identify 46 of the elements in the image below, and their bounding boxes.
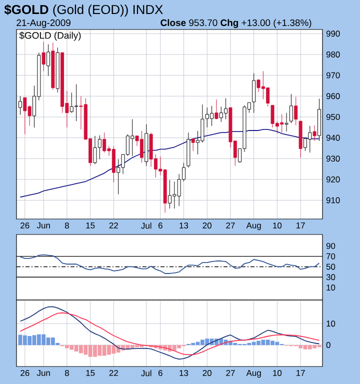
x-tick-label: 17: [296, 370, 305, 376]
y-tick-label: 960: [326, 93, 340, 100]
text: Close 953.70 Chg +13.00 (+1.38%): [160, 19, 312, 28]
x-tick-label: Jun: [36, 222, 50, 228]
x-tick-label: 22: [109, 370, 118, 376]
y-tick-label: 980: [326, 51, 340, 58]
y-tick-label: 910: [326, 197, 340, 204]
y-tick-label: 90: [326, 242, 336, 249]
x-tick-label: 26: [20, 222, 30, 228]
chart-title: $GOLD (Gold (EOD)) INDX: [4, 4, 163, 17]
y-tick-label: 940: [326, 134, 340, 141]
y-tick-label: 30: [326, 274, 336, 280]
x-tick-label: 20: [202, 370, 212, 376]
x-tick-label: Jul: [141, 222, 152, 229]
y-tick-label: 930: [326, 156, 340, 162]
y-tick-label: 920: [326, 176, 340, 182]
y-tick-label: 0: [326, 342, 330, 348]
y-tick-label: 950: [326, 114, 340, 120]
x-tick-label: 27: [226, 222, 235, 228]
x-tick-label: 22: [109, 222, 118, 228]
x-tick-label: 15: [86, 222, 95, 228]
x-tick-label: 15: [86, 370, 95, 376]
x-tick-label: 8: [64, 222, 69, 228]
x-tick-label: Jul: [141, 370, 152, 376]
annotation: $GOLD (Daily): [19, 32, 81, 41]
x-tick-label: 17: [296, 222, 305, 228]
y-tick-label: 10: [326, 320, 336, 327]
x-tick-label: 6: [158, 370, 162, 376]
y-tick-label: 10: [326, 284, 336, 291]
x-tick-label: 10: [273, 222, 282, 228]
x-tick-label: Jun: [36, 370, 50, 376]
x-tick-label: 6: [158, 222, 162, 228]
y-tick-label: 50: [326, 264, 336, 270]
x-tick-label: 13: [180, 370, 188, 376]
x-tick-label: Aug: [246, 370, 261, 378]
x-tick-label: 8: [64, 370, 69, 376]
y-tick-label: 70: [326, 253, 336, 260]
y-tick-label: 970: [326, 72, 340, 78]
y-tick-label: 990: [326, 30, 340, 37]
chart-subtitle: 21-Aug-2009: [16, 19, 70, 28]
x-tick-label: 13: [180, 222, 188, 228]
x-tick-label: 26: [20, 370, 30, 376]
x-tick-label: 20: [202, 222, 212, 228]
x-tick-label: 10: [273, 370, 282, 376]
x-tick-label: Aug: [246, 222, 261, 230]
x-tick-label: 27: [226, 370, 235, 376]
